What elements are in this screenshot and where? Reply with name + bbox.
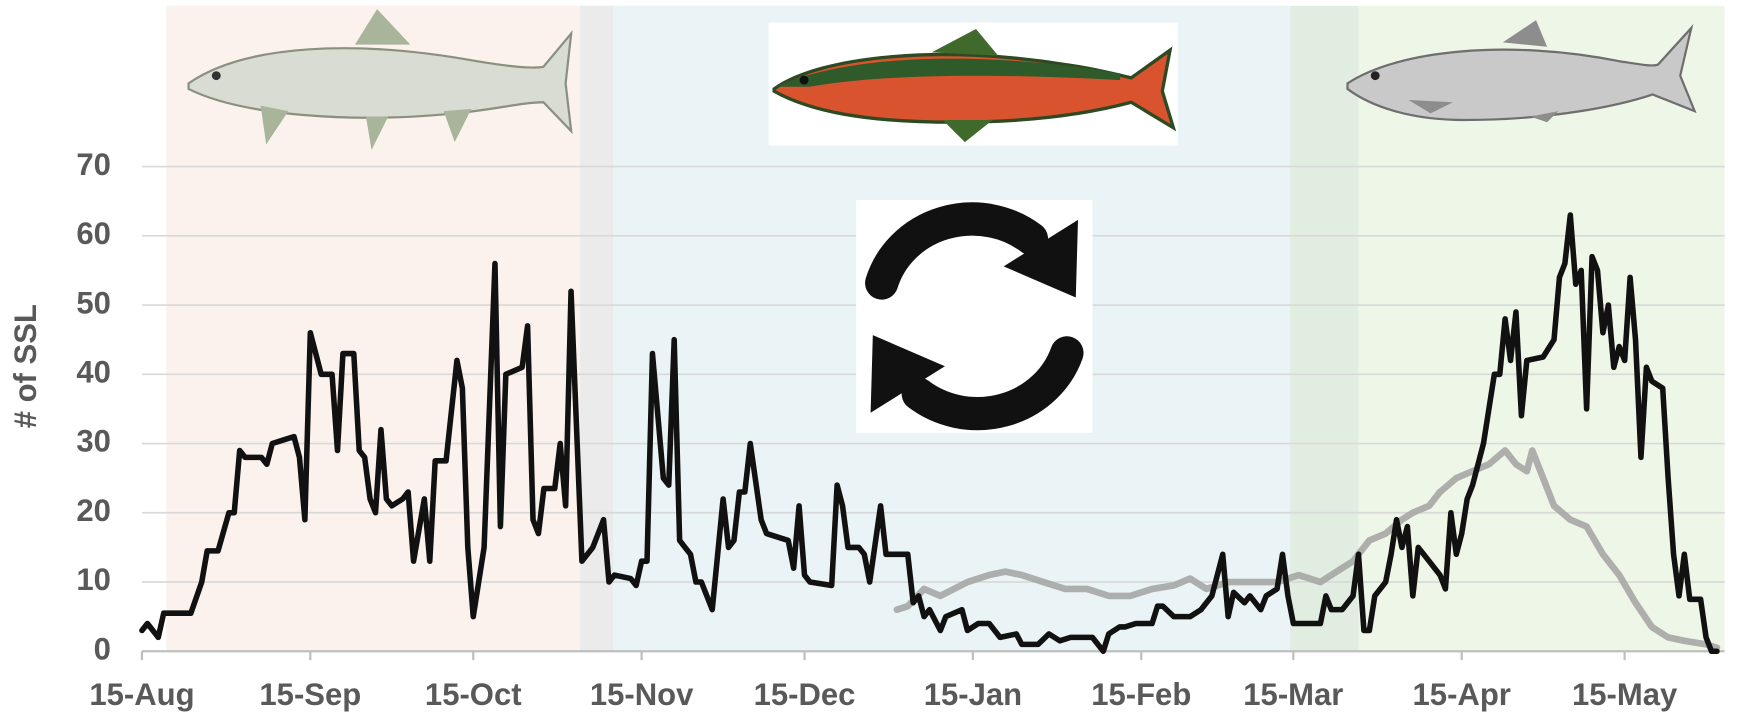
fish-eye (211, 71, 221, 81)
x-tick-label: 15-Mar (1243, 677, 1343, 712)
y-tick-label: 70 (76, 147, 111, 182)
arrow-arc (865, 202, 1049, 300)
x-tick-label: 15-Jan (924, 677, 1022, 712)
axis-ticks: 0 10 20 30 40 50 60 70 15-Aug 15-Sep 15-Oct 15-Nov 1… (76, 147, 1678, 712)
x-tick-label: 15-Aug (89, 677, 194, 712)
fish-eye (1370, 71, 1380, 81)
y-tick-label: 0 (94, 631, 111, 666)
x-tick-label: 15-Apr (1413, 677, 1511, 712)
series-line (139, 212, 1720, 655)
arrow-head (870, 335, 945, 413)
grid (141, 165, 1725, 583)
fish-fins (931, 29, 999, 143)
y-tick-label: 50 (76, 285, 111, 320)
y-tick-label: 20 (76, 493, 111, 528)
fish-body (1346, 24, 1697, 122)
overlap-band (1289, 5, 1359, 653)
season-bands (166, 5, 1725, 653)
fish-coho (768, 22, 1178, 146)
y-axis-label: # of SSL (8, 304, 43, 428)
x-tick-label: 15-Feb (1091, 677, 1191, 712)
x-tick-label: 15-Dec (754, 677, 856, 712)
x-tick-label: 15-Oct (425, 677, 522, 712)
x-tick-label: 15-Nov (590, 677, 694, 712)
y-tick-label: 30 (76, 424, 111, 459)
fish-steelhead (187, 9, 573, 150)
fish-chinook (1346, 20, 1697, 123)
y-tick-label: 10 (76, 562, 111, 597)
y-tick-label: 40 (76, 354, 111, 389)
fish-body (187, 29, 573, 135)
fish-eye (799, 75, 809, 85)
y-tick-label: 60 (76, 216, 111, 251)
series-lines (139, 212, 1721, 655)
x-tick-label: 15-May (1572, 677, 1678, 712)
fish-fins (260, 9, 472, 150)
arrow-arc (901, 336, 1084, 431)
arrow-head (1003, 219, 1079, 298)
fish-back (776, 58, 1121, 87)
x-tick-label: 15-Sep (259, 677, 361, 712)
series-line (893, 447, 1721, 652)
cycle-icon (856, 199, 1093, 433)
